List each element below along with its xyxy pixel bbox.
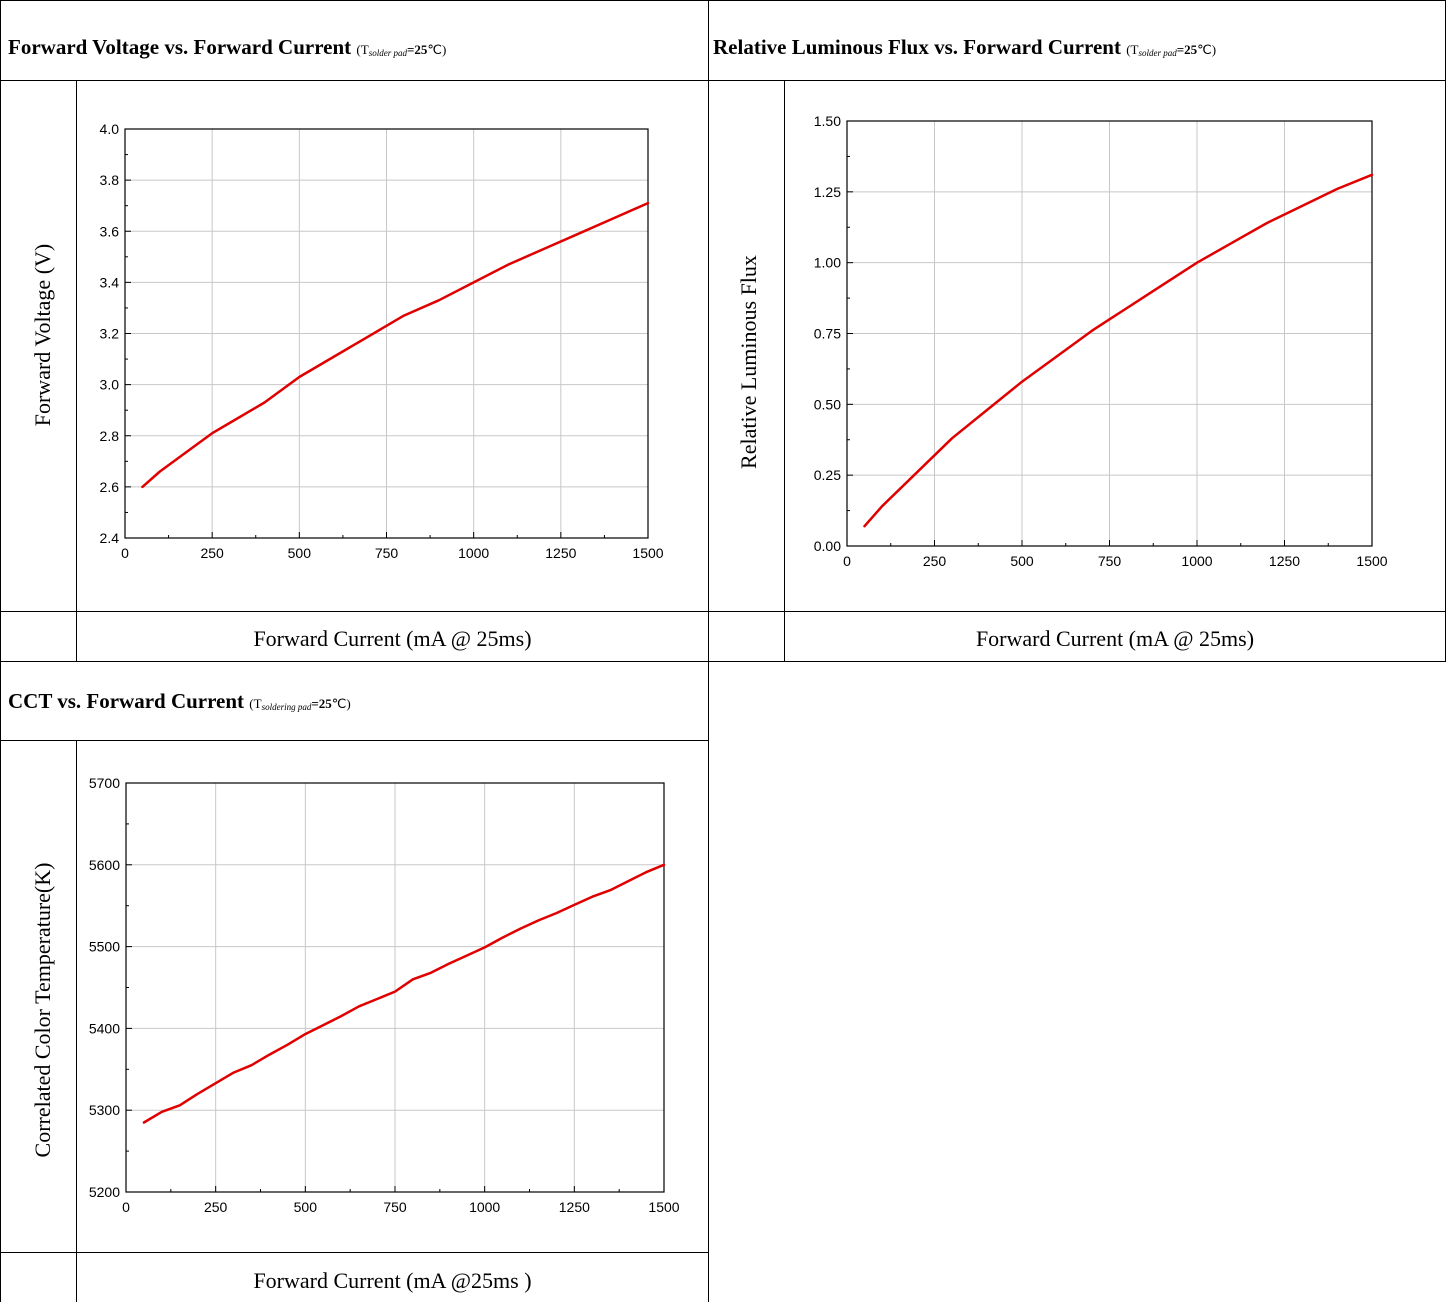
table-border-row1 — [0, 80, 1446, 81]
x-tick-label: 0 — [843, 553, 851, 569]
y-axis-label: Forward Voltage (V) — [30, 244, 55, 427]
x-axis-caption-vf: Forward Current (mA @ 25ms) — [253, 626, 532, 651]
y-tick-label: 0.75 — [814, 326, 841, 342]
x-tick-label: 1250 — [1269, 553, 1300, 569]
y-tick-label: 5500 — [89, 939, 120, 955]
x-axis-caption-cct: Forward Current (mA @25ms ) — [253, 1268, 532, 1293]
x-tick-label: 250 — [204, 1199, 228, 1215]
series-line — [141, 201, 650, 489]
y-tick-label: 4.0 — [100, 121, 120, 137]
x-tick-label: 500 — [294, 1199, 318, 1215]
y-tick-label: 2.8 — [100, 428, 120, 444]
y-tick-label: 1.50 — [814, 113, 841, 129]
y-tick-label: 3.8 — [100, 172, 120, 188]
x-tick-label: 1000 — [458, 545, 489, 561]
x-tick-label: 1000 — [469, 1199, 500, 1215]
x-tick-label: 1500 — [1356, 553, 1387, 569]
y-tick-label: 1.00 — [814, 255, 841, 271]
x-tick-label: 750 — [383, 1199, 407, 1215]
series-line — [142, 863, 666, 1124]
table-border-row4 — [0, 740, 709, 741]
x-tick-label: 500 — [1010, 553, 1034, 569]
y-tick-label: 2.4 — [100, 530, 120, 546]
table-border-row5 — [0, 1252, 709, 1253]
y-tick-label: 5700 — [89, 775, 120, 791]
series-line — [863, 173, 1374, 528]
y-tick-label: 5400 — [89, 1020, 120, 1036]
x-tick-label: 0 — [122, 1199, 130, 1215]
table-border-top — [0, 0, 1446, 1]
x-tick-label: 250 — [200, 545, 224, 561]
y-tick-label: 0.25 — [814, 467, 841, 483]
y-axis-label: Relative Luminous Flux — [736, 255, 761, 469]
x-tick-label: 1500 — [648, 1199, 679, 1215]
x-tick-label: 250 — [923, 553, 947, 569]
x-tick-label: 1500 — [632, 545, 663, 561]
x-tick-label: 750 — [1098, 553, 1122, 569]
x-tick-label: 0 — [121, 545, 129, 561]
table-border-right — [1445, 0, 1446, 662]
table-border-inner-left-2 — [76, 740, 77, 1302]
table-border-mid — [708, 0, 709, 1302]
table-border-left — [0, 0, 1, 1302]
x-tick-label: 1250 — [545, 545, 576, 561]
y-tick-label: 5300 — [89, 1102, 120, 1118]
x-tick-label: 750 — [375, 545, 399, 561]
y-tick-label: 2.6 — [100, 479, 120, 495]
chart-title-cct: CCT vs. Forward Current (Tsoldering pad=… — [8, 689, 351, 713]
y-tick-label: 1.25 — [814, 184, 841, 200]
chart-title-flux: Relative Luminous Flux vs. Forward Curre… — [713, 35, 1217, 59]
y-tick-label: 0.50 — [814, 396, 841, 412]
y-tick-label: 3.2 — [100, 326, 120, 342]
table-border-inner-right-1 — [784, 80, 785, 662]
chart-title-vf: Forward Voltage vs. Forward Current (Tso… — [8, 35, 447, 59]
x-tick-label: 1250 — [559, 1199, 590, 1215]
x-axis-caption-flux: Forward Current (mA @ 25ms) — [975, 626, 1255, 651]
y-tick-label: 3.4 — [100, 274, 120, 290]
x-tick-label: 1000 — [1181, 553, 1212, 569]
x-tick-label: 500 — [288, 545, 312, 561]
table-border-row3 — [0, 661, 1446, 662]
table-border-inner-left-1 — [76, 80, 77, 662]
y-tick-label: 5200 — [89, 1184, 120, 1200]
table-border-row2 — [0, 611, 1446, 612]
y-tick-label: 3.6 — [100, 223, 120, 239]
y-tick-label: 3.0 — [100, 377, 120, 393]
y-tick-label: 5600 — [89, 857, 120, 873]
y-tick-label: 0.00 — [814, 538, 841, 554]
y-axis-label: Correlated Color Temperature(K) — [30, 863, 55, 1158]
